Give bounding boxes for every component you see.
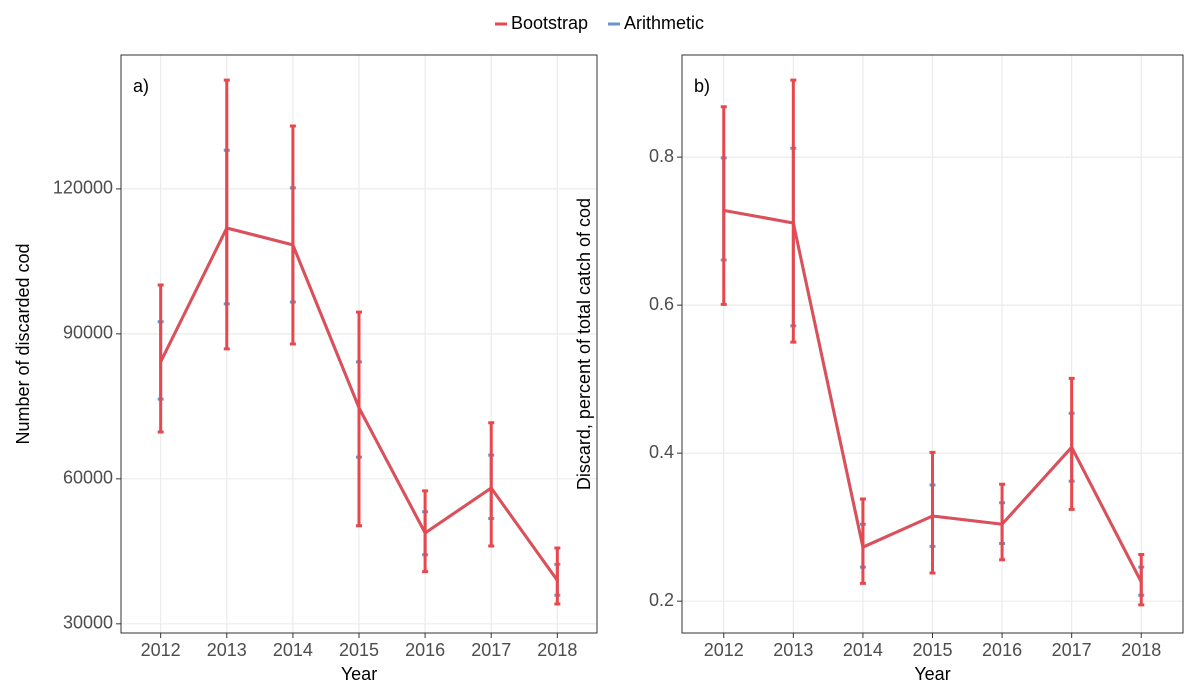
x-tick-label: 2016	[982, 640, 1022, 660]
error-bar	[356, 310, 362, 528]
y-tick-label: 0.2	[649, 590, 674, 610]
x-axis-title: Year	[914, 664, 950, 684]
y-axis-title: Discard, percent of total catch of cod	[574, 198, 594, 490]
error-bar	[422, 489, 429, 574]
y-tick-label: 60000	[63, 468, 113, 488]
panel-border	[120, 54, 598, 634]
x-tick-label: 2013	[207, 640, 247, 660]
panel-label: b)	[694, 76, 710, 96]
error-bar	[720, 105, 727, 306]
x-axis-title: Year	[341, 664, 377, 684]
x-tick-label: 2018	[537, 640, 577, 660]
x-tick-label: 2018	[1121, 640, 1161, 660]
error-bar	[790, 78, 797, 344]
x-tick-label: 2013	[773, 640, 813, 660]
y-axis-title: Number of discarded cod	[13, 243, 33, 444]
x-tick-label: 2015	[912, 640, 952, 660]
legend-text: Bootstrap	[511, 13, 588, 33]
x-tick-label: 2012	[704, 640, 744, 660]
error-bar	[223, 78, 230, 351]
y-tick-label: 90000	[63, 323, 113, 343]
y-tick-label: 30000	[63, 613, 113, 633]
x-tick-label: 2012	[141, 640, 181, 660]
error-bar	[999, 482, 1006, 562]
x-tick-label: 2017	[1052, 640, 1092, 660]
legend-text: Arithmetic	[624, 13, 704, 33]
error-bar	[859, 497, 866, 585]
error-bar	[157, 283, 164, 434]
y-tick-label: 0.4	[649, 442, 674, 462]
x-tick-label: 2014	[843, 640, 883, 660]
error-bar	[289, 124, 296, 346]
panel-border	[681, 54, 1184, 634]
x-tick-label: 2015	[339, 640, 379, 660]
x-tick-label: 2017	[471, 640, 511, 660]
panel-label: a)	[133, 76, 149, 96]
x-tick-label: 2014	[273, 640, 313, 660]
y-tick-label: 0.8	[649, 146, 674, 166]
error-bar	[1068, 376, 1075, 511]
error-bar	[488, 421, 495, 548]
error-bar	[929, 450, 936, 575]
error-bar	[1138, 553, 1145, 607]
y-tick-label: 0.6	[649, 294, 674, 314]
y-tick-label: 120000	[53, 178, 113, 198]
x-tick-label: 2016	[405, 640, 445, 660]
error-bar	[554, 546, 561, 606]
